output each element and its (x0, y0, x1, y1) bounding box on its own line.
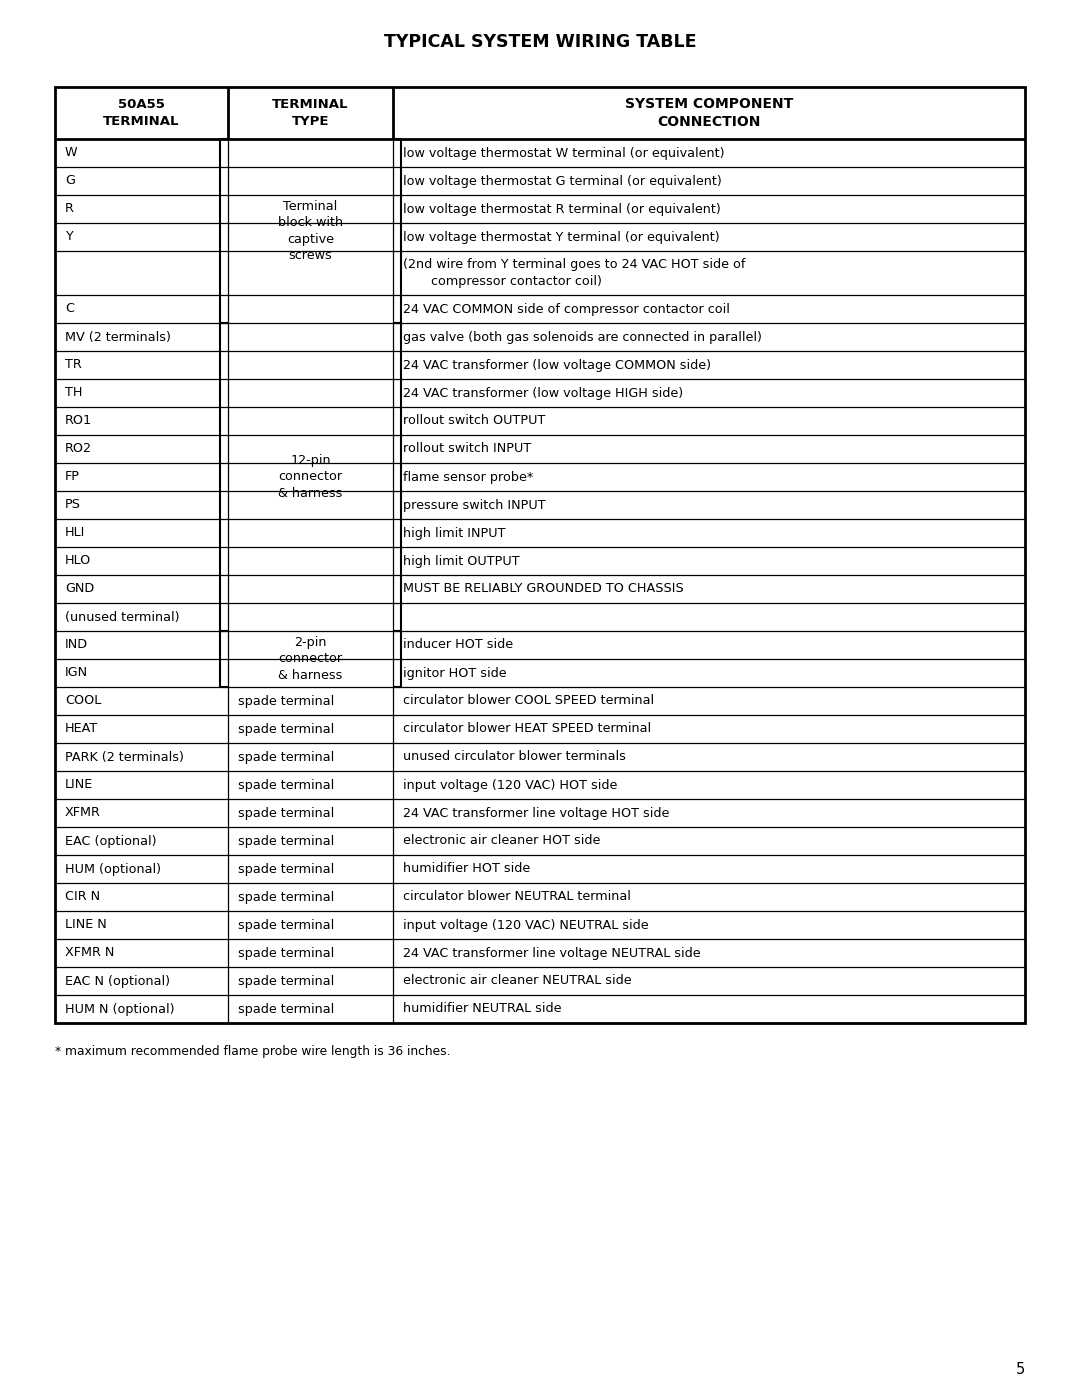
Text: TR: TR (65, 359, 82, 372)
Text: inducer HOT side: inducer HOT side (403, 638, 513, 651)
Text: 24 VAC transformer (low voltage COMMON side): 24 VAC transformer (low voltage COMMON s… (403, 359, 711, 372)
Text: MV (2 terminals): MV (2 terminals) (65, 331, 171, 344)
Text: electronic air cleaner NEUTRAL side: electronic air cleaner NEUTRAL side (403, 975, 632, 988)
Text: spade terminal: spade terminal (238, 947, 334, 960)
Text: CIR N: CIR N (65, 890, 100, 904)
Text: high limit OUTPUT: high limit OUTPUT (403, 555, 519, 567)
Text: (unused terminal): (unused terminal) (65, 610, 179, 623)
Text: rollout switch OUTPUT: rollout switch OUTPUT (403, 415, 545, 427)
Text: low voltage thermostat R terminal (or equivalent): low voltage thermostat R terminal (or eq… (403, 203, 720, 215)
Text: HLO: HLO (65, 555, 91, 567)
Text: IND: IND (65, 638, 89, 651)
Text: HEAT: HEAT (65, 722, 98, 735)
Text: PS: PS (65, 499, 81, 511)
Text: spade terminal: spade terminal (238, 862, 334, 876)
Text: spade terminal: spade terminal (238, 834, 334, 848)
Text: humidifier HOT side: humidifier HOT side (403, 862, 530, 876)
Text: spade terminal: spade terminal (238, 918, 334, 932)
Text: HUM (optional): HUM (optional) (65, 862, 161, 876)
Text: FP: FP (65, 471, 80, 483)
Text: circulator blower HEAT SPEED terminal: circulator blower HEAT SPEED terminal (403, 722, 651, 735)
Text: low voltage thermostat W terminal (or equivalent): low voltage thermostat W terminal (or eq… (403, 147, 725, 159)
Text: EAC (optional): EAC (optional) (65, 834, 157, 848)
Text: unused circulator blower terminals: unused circulator blower terminals (403, 750, 626, 764)
Text: C: C (65, 303, 75, 316)
Text: (2nd wire from Y terminal goes to 24 VAC HOT side of
       compressor contactor: (2nd wire from Y terminal goes to 24 VAC… (403, 258, 745, 288)
Bar (55, 87, 1025, 1023)
Text: EAC N (optional): EAC N (optional) (65, 975, 170, 988)
Text: spade terminal: spade terminal (238, 750, 334, 764)
Text: XFMR: XFMR (65, 806, 100, 820)
Text: gas valve (both gas solenoids are connected in parallel): gas valve (both gas solenoids are connec… (403, 331, 761, 344)
Text: IGN: IGN (65, 666, 89, 679)
Text: ignitor HOT side: ignitor HOT side (403, 666, 507, 679)
Text: rollout switch INPUT: rollout switch INPUT (403, 443, 531, 455)
Text: LINE: LINE (65, 778, 93, 792)
Text: circulator blower COOL SPEED terminal: circulator blower COOL SPEED terminal (403, 694, 654, 707)
Text: input voltage (120 VAC) NEUTRAL side: input voltage (120 VAC) NEUTRAL side (403, 918, 649, 932)
Text: spade terminal: spade terminal (238, 806, 334, 820)
Text: TERMINAL
TYPE: TERMINAL TYPE (272, 98, 349, 127)
Text: MUST BE RELIABLY GROUNDED TO CHASSIS: MUST BE RELIABLY GROUNDED TO CHASSIS (403, 583, 684, 595)
Text: PARK (2 terminals): PARK (2 terminals) (65, 750, 184, 764)
Text: RO1: RO1 (65, 415, 92, 427)
Text: * maximum recommended flame probe wire length is 36 inches.: * maximum recommended flame probe wire l… (55, 1045, 450, 1058)
Text: spade terminal: spade terminal (238, 722, 334, 735)
Text: pressure switch INPUT: pressure switch INPUT (403, 499, 545, 511)
Text: SYSTEM COMPONENT
CONNECTION: SYSTEM COMPONENT CONNECTION (625, 96, 793, 129)
Text: GND: GND (65, 583, 94, 595)
Text: Y: Y (65, 231, 72, 243)
Text: RO2: RO2 (65, 443, 92, 455)
Text: Terminal
block with
captive
screws: Terminal block with captive screws (278, 200, 343, 263)
Text: G: G (65, 175, 75, 187)
Text: 24 VAC COMMON side of compressor contactor coil: 24 VAC COMMON side of compressor contact… (403, 303, 730, 316)
Text: spade terminal: spade terminal (238, 778, 334, 792)
Text: 2-pin
connector
& harness: 2-pin connector & harness (279, 636, 342, 682)
Text: XFMR N: XFMR N (65, 947, 114, 960)
Text: TYPICAL SYSTEM WIRING TABLE: TYPICAL SYSTEM WIRING TABLE (383, 34, 697, 52)
Text: LINE N: LINE N (65, 918, 107, 932)
Text: TH: TH (65, 387, 82, 400)
Text: R: R (65, 203, 73, 215)
Text: W: W (65, 147, 78, 159)
Text: 24 VAC transformer line voltage HOT side: 24 VAC transformer line voltage HOT side (403, 806, 670, 820)
Text: COOL: COOL (65, 694, 102, 707)
Text: circulator blower NEUTRAL terminal: circulator blower NEUTRAL terminal (403, 890, 631, 904)
Text: humidifier NEUTRAL side: humidifier NEUTRAL side (403, 1003, 562, 1016)
Text: high limit INPUT: high limit INPUT (403, 527, 505, 539)
Text: 24 VAC transformer line voltage NEUTRAL side: 24 VAC transformer line voltage NEUTRAL … (403, 947, 701, 960)
Text: spade terminal: spade terminal (238, 694, 334, 707)
Text: input voltage (120 VAC) HOT side: input voltage (120 VAC) HOT side (403, 778, 618, 792)
Text: HUM N (optional): HUM N (optional) (65, 1003, 175, 1016)
Text: 12-pin
connector
& harness: 12-pin connector & harness (279, 454, 342, 500)
Text: low voltage thermostat G terminal (or equivalent): low voltage thermostat G terminal (or eq… (403, 175, 721, 187)
Text: 5: 5 (1016, 1362, 1025, 1376)
Text: low voltage thermostat Y terminal (or equivalent): low voltage thermostat Y terminal (or eq… (403, 231, 719, 243)
Text: HLI: HLI (65, 527, 85, 539)
Text: spade terminal: spade terminal (238, 890, 334, 904)
Text: flame sensor probe*: flame sensor probe* (403, 471, 534, 483)
Text: spade terminal: spade terminal (238, 975, 334, 988)
Text: spade terminal: spade terminal (238, 1003, 334, 1016)
Text: electronic air cleaner HOT side: electronic air cleaner HOT side (403, 834, 600, 848)
Text: 50A55
TERMINAL: 50A55 TERMINAL (104, 98, 179, 127)
Text: 24 VAC transformer (low voltage HIGH side): 24 VAC transformer (low voltage HIGH sid… (403, 387, 684, 400)
